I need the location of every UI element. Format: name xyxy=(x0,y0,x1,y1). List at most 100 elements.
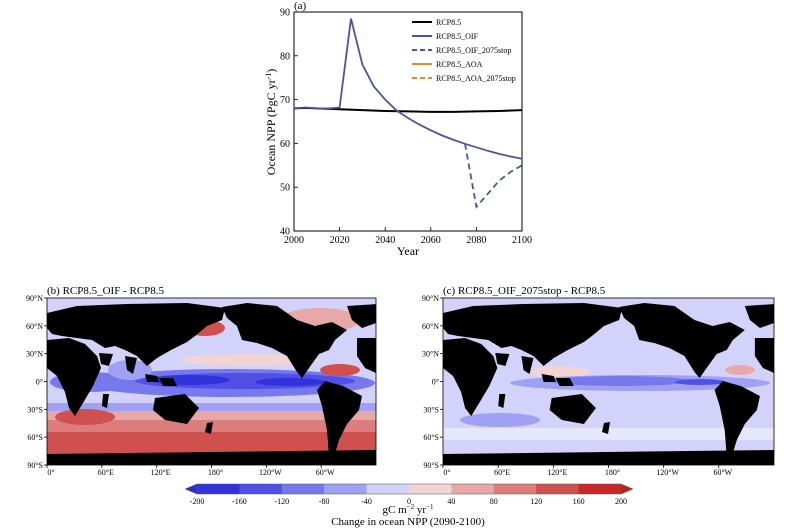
panel-a-frame xyxy=(293,11,523,232)
land-mass xyxy=(754,338,774,373)
map-x-tick-label: 120°E xyxy=(151,468,171,477)
land-mass xyxy=(47,338,101,416)
map-y-tick-label: 30°N xyxy=(422,350,439,359)
map-x-tick-label: 120°W xyxy=(656,468,679,477)
y-tick-label: 70 xyxy=(280,95,290,106)
map-x-tick-label: 60°E xyxy=(98,468,114,477)
legend-entry: RCP8.5_OIF_2075stop xyxy=(436,46,511,55)
land-mass xyxy=(347,304,376,328)
land-mass xyxy=(47,303,225,366)
x-tick-label: 2020 xyxy=(330,235,350,246)
colorbar-arrow-low xyxy=(184,483,198,495)
map-x-tick-label: 0° xyxy=(443,468,450,477)
land-mass xyxy=(521,356,534,374)
panel-b-label: (b) RCP8.5_OIF - RCP8.5 xyxy=(47,285,165,297)
map-y-tick-label: 90°N xyxy=(422,294,439,303)
land-mass xyxy=(145,374,159,382)
land-mass xyxy=(222,303,347,378)
land-mass xyxy=(99,353,113,366)
x-tick-label: 2080 xyxy=(466,235,486,246)
panel-a-line-chart: (a) 2000 2020 2040 2060 2080 2100 40 50 60 70 80 90… xyxy=(264,0,532,258)
x-axis-label: Year xyxy=(397,244,419,258)
land-mass xyxy=(549,394,596,424)
x-tick-label: 2100 xyxy=(512,235,532,246)
y-tick-label: 90 xyxy=(280,8,290,19)
land-mass xyxy=(498,394,506,408)
colorbar-segment xyxy=(366,484,410,494)
colorbar-tick-label: -80 xyxy=(319,497,330,506)
y-axis-label: Ocean NPP (PgC yr-1) xyxy=(264,69,278,176)
land-mass xyxy=(602,422,610,434)
land-mass xyxy=(443,450,774,465)
land-mass xyxy=(159,378,177,386)
panel-c-map: (c) RCP8.5_OIF_2075stop - RCP8.5 0° 60°E 1… xyxy=(422,285,775,477)
map-x-tick-label: 120°W xyxy=(259,468,282,477)
land-mass xyxy=(495,353,510,366)
map-y-tick-label: 30°S xyxy=(27,405,43,414)
map-y-tick-label: 60°S xyxy=(423,433,439,442)
map-y-tick-label: 30°N xyxy=(26,350,43,359)
land-mass xyxy=(102,394,109,408)
colorbar-arrow-high xyxy=(620,483,634,495)
land-mass xyxy=(555,378,574,386)
map-y-tick-label: 60°N xyxy=(422,322,439,331)
series-line-rcp8-5-oif-2075stop xyxy=(464,143,523,209)
colorbar-segment xyxy=(451,484,495,494)
colorbar: -200 -160 -120 -80 -40 0 40 80 120 160 200 gC m−2 … xyxy=(184,483,634,528)
legend-entry: RCP8.5 xyxy=(436,18,461,27)
land-mass xyxy=(357,338,376,373)
land-mass xyxy=(541,374,556,382)
panel-b-map: (b) RCP8.5_OIF - RCP8.5 0° 60°E 120°E 180° 1… xyxy=(26,285,377,477)
legend: RCP8.5 RCP8.5_OIF RCP8.5_OIF_2075stop RCP8.… xyxy=(412,18,516,83)
panel-a-label: (a) xyxy=(294,0,307,12)
y-tick-label: 60 xyxy=(280,139,290,150)
land-mass xyxy=(153,394,199,424)
map-y-tick-label: 0° xyxy=(432,378,439,387)
colorbar-label: Change in ocean NPP (2090-2100) xyxy=(331,516,485,528)
land-mass xyxy=(744,304,774,328)
land-mass xyxy=(317,381,362,460)
colorbar-segment xyxy=(324,484,367,494)
map-x-tick-label: 60°E xyxy=(494,468,510,477)
y-tick-label: 50 xyxy=(280,183,290,194)
colorbar-tick-label: -40 xyxy=(361,497,372,506)
colorbar-segment xyxy=(409,484,452,494)
x-tick-label: 2060 xyxy=(421,235,441,246)
panel-c-label: (c) RCP8.5_OIF_2075stop - RCP8.5 xyxy=(443,285,606,297)
y-tick-label: 40 xyxy=(280,227,290,238)
map-x-tick-label: 0° xyxy=(47,468,54,477)
colorbar-segment xyxy=(197,484,240,494)
map-y-tick-label: 60°N xyxy=(26,322,43,331)
colorbar-tick-label: 160 xyxy=(573,497,585,506)
colorbar-unit: gC m−2 yr−1 xyxy=(383,503,434,516)
map-x-tick-label: 60°W xyxy=(713,468,732,477)
map-x-tick-label: 120°E xyxy=(547,468,567,477)
colorbar-tick-label: 0 xyxy=(407,497,411,506)
colorbar-segment xyxy=(536,484,579,494)
colorbar-segment xyxy=(239,484,283,494)
map-y-tick-label: 30°S xyxy=(423,405,439,414)
land-mass xyxy=(619,303,745,378)
map-y-tick-label: 90°S xyxy=(27,461,43,470)
colorbar-tick-label: 120 xyxy=(530,497,542,506)
land-mass xyxy=(47,450,376,465)
colorbar-tick-label: -200 xyxy=(190,497,205,506)
colorbar-segment xyxy=(578,484,622,494)
land-mass xyxy=(443,303,623,366)
x-tick-label: 2040 xyxy=(375,235,395,246)
map-x-tick-label: 180° xyxy=(208,468,223,477)
x-tick-label: 2000 xyxy=(284,235,304,246)
legend-entry: RCP8.5_OIF xyxy=(436,32,479,41)
map-y-tick-label: 90°N xyxy=(26,294,43,303)
map-y-tick-label: 60°S xyxy=(27,433,43,442)
colorbar-segment xyxy=(493,484,537,494)
map-x-tick-label: 180° xyxy=(605,468,620,477)
colorbar-tick-label: 40 xyxy=(447,497,455,506)
colorbar-tick-label: -120 xyxy=(274,497,289,506)
land-mass xyxy=(125,356,137,374)
y-tick-label: 80 xyxy=(280,51,290,62)
legend-entry: RCP8.5_AOA xyxy=(436,60,483,69)
land-mass xyxy=(443,338,498,416)
colorbar-tick-label: -160 xyxy=(232,497,247,506)
map-y-tick-label: 0° xyxy=(36,378,43,387)
